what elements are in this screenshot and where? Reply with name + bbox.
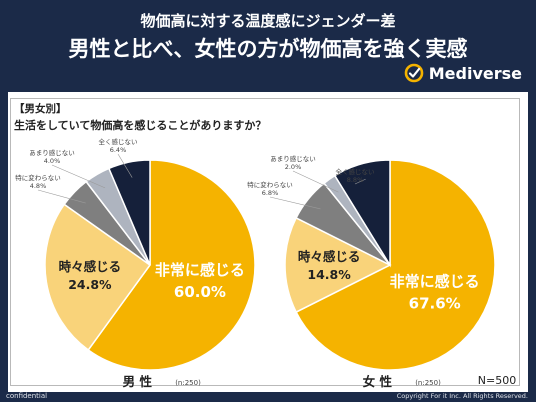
slice-label: 非常に感じる: [390, 273, 480, 291]
pie-slice: [333, 159, 391, 268]
leader-line: [292, 170, 339, 193]
slice-label: 特に変わらない: [247, 180, 293, 189]
slice-value: 6.8%: [262, 189, 279, 197]
slice-label: 時々感じる: [59, 259, 122, 274]
confidential-label: confidential: [6, 392, 48, 400]
copyright-notice: Copyright For it Inc. All Rights Reserve…: [396, 392, 528, 400]
slice-label: あまり感じない: [270, 154, 316, 163]
slice-value: 2.0%: [285, 163, 302, 171]
slice-value: 67.6%: [409, 295, 461, 313]
slice-value: 4.8%: [30, 182, 47, 190]
slice-value: 8.8%: [347, 176, 364, 184]
pie-slice: [284, 216, 392, 314]
slice-label: 時々感じる: [298, 249, 361, 264]
slice-value: 4.0%: [44, 157, 61, 165]
slice-label: 特に変わらない: [15, 173, 61, 182]
pie-slice: [295, 159, 496, 371]
gender-label: 男 性: [123, 374, 153, 389]
header-bar: 物価高に対する温度感にジェンダー差 男性と比べ、女性の方が物価高を強く実感 Me…: [0, 0, 536, 92]
pie-slice: [44, 203, 152, 351]
pie-slice: [87, 159, 256, 371]
sample-size: (n:250): [175, 379, 201, 387]
slice-label: 全く感じない: [336, 167, 375, 176]
leader-line: [269, 196, 321, 210]
mediverse-logo-icon: [404, 63, 424, 83]
leader-line: [117, 153, 133, 178]
slice-label: 非常に感じる: [155, 261, 245, 279]
header-title: 男性と比べ、女性の方が物価高を強く実感: [68, 37, 468, 61]
total-sample: N=500: [478, 374, 516, 387]
pie-slice: [107, 159, 151, 266]
slice-value: 14.8%: [307, 267, 351, 282]
leader-line: [354, 178, 366, 185]
brand-logo: Mediverse: [404, 63, 522, 83]
slice-label: 全く感じない: [99, 137, 138, 146]
content-frame: [10, 98, 520, 386]
gender-label: 女 性: [363, 374, 393, 389]
header-subtitle: 物価高に対する温度感にジェンダー差: [140, 12, 396, 30]
slice-value: 24.8%: [68, 277, 112, 292]
slice-label: あまり感じない: [29, 148, 75, 157]
segment-tag: 【男女別】: [14, 103, 67, 115]
leader-line: [51, 164, 106, 189]
slice-value: 60.0%: [174, 283, 226, 301]
sample-size: (n:250): [415, 379, 441, 387]
survey-question: 生活をしていて物価高を感じることがありますか？: [14, 119, 267, 132]
leader-line: [37, 189, 86, 204]
brand-name: Mediverse: [428, 63, 522, 83]
slice-value: 6.4%: [110, 146, 127, 154]
